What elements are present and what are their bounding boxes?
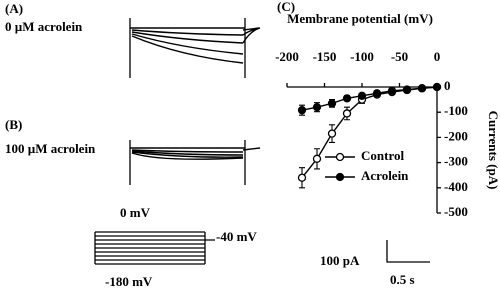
panel-title: 0 µM acrolein bbox=[5, 19, 83, 34]
data-point bbox=[312, 154, 322, 163]
data-point bbox=[372, 89, 382, 98]
legend-marker bbox=[335, 172, 345, 182]
x-tick-label: -200 bbox=[275, 49, 299, 64]
x-axis-label: Membrane potential (mV) bbox=[287, 11, 433, 26]
x-tick-label: -100 bbox=[350, 49, 374, 64]
data-point bbox=[432, 82, 442, 92]
data-point bbox=[327, 99, 337, 108]
data-point bbox=[342, 109, 352, 118]
data-point bbox=[297, 106, 307, 115]
data-point bbox=[342, 94, 352, 103]
y-tick-label: -500 bbox=[444, 204, 468, 219]
y-tick-label: -200 bbox=[444, 128, 468, 143]
data-point bbox=[417, 84, 427, 93]
panel-title: 100 µM acrolein bbox=[5, 141, 96, 156]
data-point bbox=[387, 86, 397, 95]
panel-label: (B) bbox=[5, 117, 22, 132]
y-tick-label: -100 bbox=[444, 103, 468, 118]
y-tick-label: 0 bbox=[444, 78, 451, 93]
legend-label: Control bbox=[361, 148, 404, 163]
y-tick-label: -300 bbox=[444, 154, 468, 169]
protocol-label: -180 mV bbox=[105, 274, 153, 289]
series-line bbox=[301, 86, 438, 111]
y-tick-label: -400 bbox=[444, 179, 468, 194]
scale-label: 100 pA bbox=[320, 253, 360, 268]
data-point bbox=[312, 103, 322, 112]
data-point bbox=[297, 173, 307, 182]
data-point bbox=[402, 85, 412, 94]
scale-label: 0.5 s bbox=[390, 272, 415, 287]
protocol-label: 0 mV bbox=[120, 205, 151, 220]
series-line bbox=[301, 86, 438, 179]
x-tick-label: -150 bbox=[313, 49, 337, 64]
legend-label: Acrolein bbox=[361, 168, 409, 183]
protocol bbox=[94, 231, 215, 265]
panel-label: (A) bbox=[5, 1, 23, 16]
data-point bbox=[357, 91, 367, 100]
legend-marker bbox=[335, 152, 345, 162]
protocol-label: -40 mV bbox=[216, 229, 257, 244]
scale-bar bbox=[386, 240, 430, 263]
y-axis-label: Currents (pA) bbox=[486, 111, 500, 190]
x-tick-label: -50 bbox=[391, 49, 408, 64]
panel-label: (C) bbox=[277, 0, 295, 14]
x-tick-label: 0 bbox=[434, 49, 441, 64]
traces-a bbox=[129, 18, 261, 78]
traces-b bbox=[129, 140, 261, 185]
data-point bbox=[327, 129, 337, 138]
